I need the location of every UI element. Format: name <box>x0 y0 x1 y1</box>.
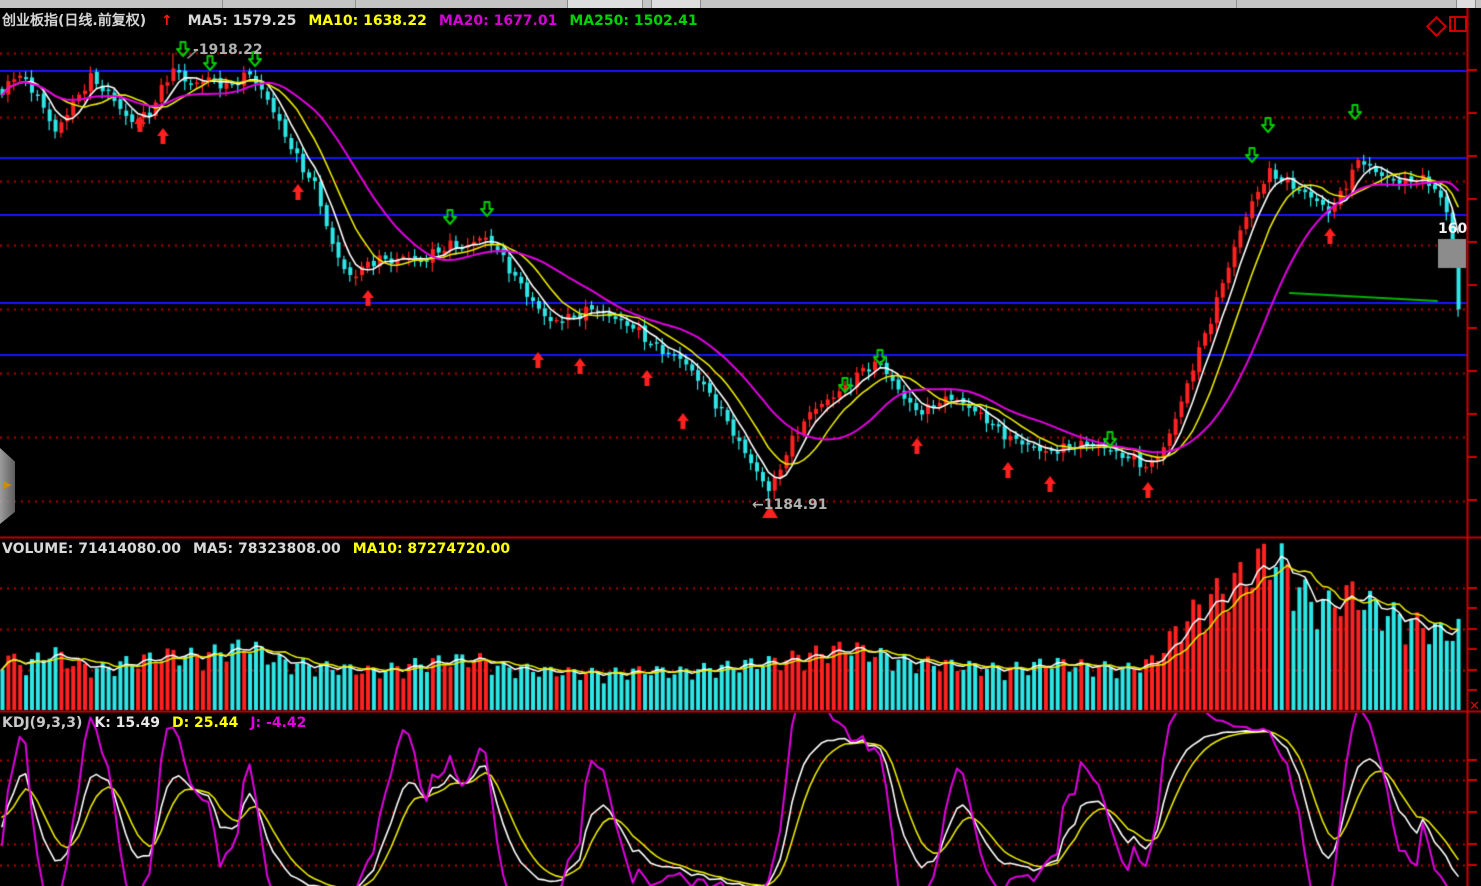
trend-up-arrow-icon: ↑ <box>161 13 173 29</box>
ma-values: MA5: 1579.25 MA10: 1638.22 MA20: 1677.01 MA… <box>188 13 710 29</box>
ma-label-1: MA10: 1638.22 <box>308 13 427 29</box>
kdj-label-3: J: -4.42 <box>250 715 307 731</box>
high-price-annotation: -1918.22 <box>193 42 263 58</box>
split-window-pane <box>1454 18 1456 30</box>
kdj-label-0: KDJ(9,3,3) <box>2 715 83 731</box>
ma-label-3: MA250: 1502.41 <box>569 13 698 29</box>
close-indicator-button[interactable]: ✕ <box>1469 699 1480 714</box>
volume-label-0: VOLUME: 71414080.00 <box>2 541 181 557</box>
ma-label-2: MA20: 1677.01 <box>438 13 558 29</box>
titlebar-separator <box>355 0 356 8</box>
titlebar-separator <box>222 0 223 8</box>
kdj-values: KDJ(9,3,3) K: 15.49 D: 25.44 J: -4.42 <box>2 715 318 731</box>
price-level-label: 160 <box>1438 221 1468 237</box>
main-chart-header: 创业板指(日线.前复权) ↑ MA5: 1579.25 MA10: 1638.22… <box>2 10 720 30</box>
kdj-header: KDJ(9,3,3) K: 15.49 D: 25.44 J: -4.42 <box>2 715 328 731</box>
ma-label-0: MA5: 1579.25 <box>187 13 297 29</box>
titlebar-segment <box>567 0 643 8</box>
kdj-label-1: K: 15.49 <box>94 715 160 731</box>
instrument-title: 创业板指(日线.前复权) <box>2 13 147 29</box>
flyout-expand-icon: ▶ <box>3 478 12 491</box>
titlebar-separator <box>1236 0 1237 8</box>
volume-values: VOLUME: 71414080.00 MA5: 78323808.00 MA10:… <box>2 541 522 557</box>
volume-label-2: MA10: 87274720.00 <box>352 541 511 557</box>
titlebar-segment <box>651 0 701 8</box>
split-window-icon[interactable] <box>1449 16 1467 32</box>
titlebar-segment <box>1456 0 1476 8</box>
kdj-label-2: D: 25.44 <box>171 715 239 731</box>
sidebar-flyout-handle[interactable]: ▶ <box>0 448 15 524</box>
volume-label-1: MA5: 78323808.00 <box>192 541 341 557</box>
low-price-annotation: ←1184.91 <box>752 497 828 513</box>
window-top-strip <box>0 0 1481 8</box>
volume-header: VOLUME: 71414080.00 MA5: 78323808.00 MA10:… <box>2 541 532 557</box>
drag-handle-box[interactable] <box>1438 239 1466 268</box>
